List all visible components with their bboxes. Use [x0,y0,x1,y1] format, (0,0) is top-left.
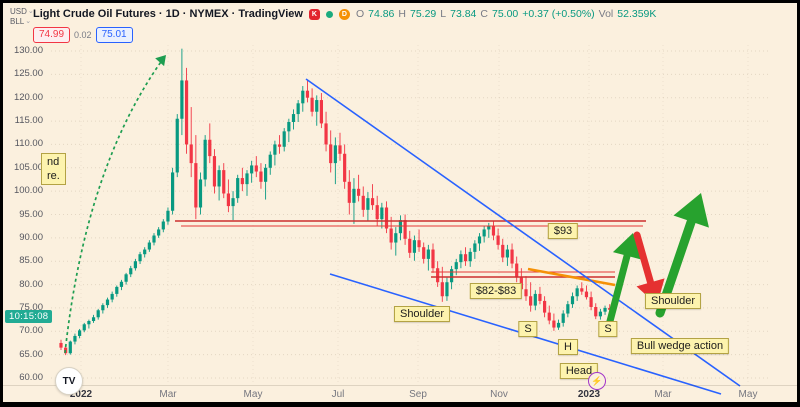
clipped-note-line1: nd [47,156,60,168]
chart-annotation[interactable]: $82-$83 [469,283,523,299]
ask-price-button[interactable]: 75.01 [95,27,133,43]
price-tick-label: 90.00 [19,231,43,243]
chevron-down-icon: ⌄ [25,18,32,25]
chart-annotation[interactable]: S [518,321,538,337]
time-tick-label: May [243,389,263,400]
price-tick-label: 100.00 [13,185,43,197]
price-tick-label: 125.00 [13,68,43,80]
currency-selector[interactable]: USD ⌄ [10,7,34,17]
idea-lightning-icon[interactable]: ⚡ [588,372,606,390]
currency-label: USD [10,7,27,16]
ohlc-values: O 74.86 H 75.29 L 73.84 C 75.00 +0.37 (+0.50… [356,8,656,20]
interval-badge-icon[interactable]: D [338,8,350,20]
change-value: +0.37 (+0.50%) [522,8,595,20]
time-tick-label: May [738,389,758,400]
volume-value: 52.359K [617,8,657,20]
open-label: O [355,8,365,20]
chart-annotation[interactable]: $93 [547,223,579,239]
price-tick-label: 120.00 [13,91,43,103]
price-tick-label: 60.00 [19,372,43,383]
time-scale[interactable]: 2022 Mar May Jul Sep Nov 2023 Mar May [3,3,797,402]
low-value: 73.84 [450,8,477,20]
low-label: L [440,8,447,20]
price-tick-label: 130.00 [13,45,43,56]
price-tick-label: 110.00 [14,138,43,150]
chart-drawings[interactable] [64,55,741,395]
market-status-icon [325,10,333,18]
price-chart[interactable] [3,3,797,402]
high-label: H [398,8,406,20]
tradingview-logo[interactable]: TV [55,367,83,395]
price-tick-label: 115.00 [14,115,43,127]
bar-countdown-badge: 10:15:08 [5,310,53,323]
chart-annotation[interactable]: Shoulder [644,293,702,309]
chevron-down-icon: ⌄ [27,8,34,15]
unit-selector[interactable]: BLL ⌄ [10,17,34,27]
axis-unit-selector: USD ⌄ BLL ⌄ [10,7,34,27]
high-value: 75.29 [409,8,437,20]
price-tick-label: 75.00 [19,301,43,313]
price-tick-label: 95.00 [19,208,43,220]
time-tick-label: Mar [159,389,177,400]
symbol-title[interactable]: Light Crude Oil Futures · 1D · NYMEX · T… [33,8,303,20]
broker-badge-icon[interactable]: K [308,8,320,20]
bid-ask-row: 74.99 0.02 75.01 [33,27,133,43]
price-tick-label: 80.00 [19,278,43,290]
price-tick-label: 70.00 [19,325,43,337]
open-value: 74.86 [368,8,395,20]
time-tick-label: Sep [409,389,427,400]
bid-price-button[interactable]: 74.99 [33,27,71,43]
time-tick-label: 2022 [69,389,93,400]
price-tick-label: 65.00 [19,348,43,360]
spread-value: 0.02 [74,30,92,40]
price-scale[interactable]: 130.00 125.00 120.00 115.00 110.00 105.00 100.… [3,3,47,402]
price-tick-label: 105.00 [13,161,43,173]
time-tick-label: Mar [654,389,672,400]
unit-label: BLL [10,17,25,26]
chart-annotation[interactable]: S [598,321,618,337]
close-label: C [480,8,488,20]
chart-annotation[interactable]: Shoulder [393,306,451,322]
gridlines [51,45,771,384]
volume-label: Vol [598,8,614,20]
time-tick-label: 2023 [577,389,601,400]
time-tick-label: Nov [490,389,508,400]
chart-annotation[interactable]: H [558,339,578,355]
close-value: 75.00 [491,8,519,20]
time-axis-separator [3,385,797,386]
time-tick-label: Jul [331,389,345,400]
clipped-note-label[interactable]: nd re. [41,153,66,185]
price-tick-label: 85.00 [19,255,43,267]
clipped-note-line2: re. [47,170,60,182]
chart-legend-header: Light Crude Oil Futures · 1D · NYMEX · T… [33,8,791,20]
chart-annotation[interactable]: Bull wedge action [630,338,730,354]
